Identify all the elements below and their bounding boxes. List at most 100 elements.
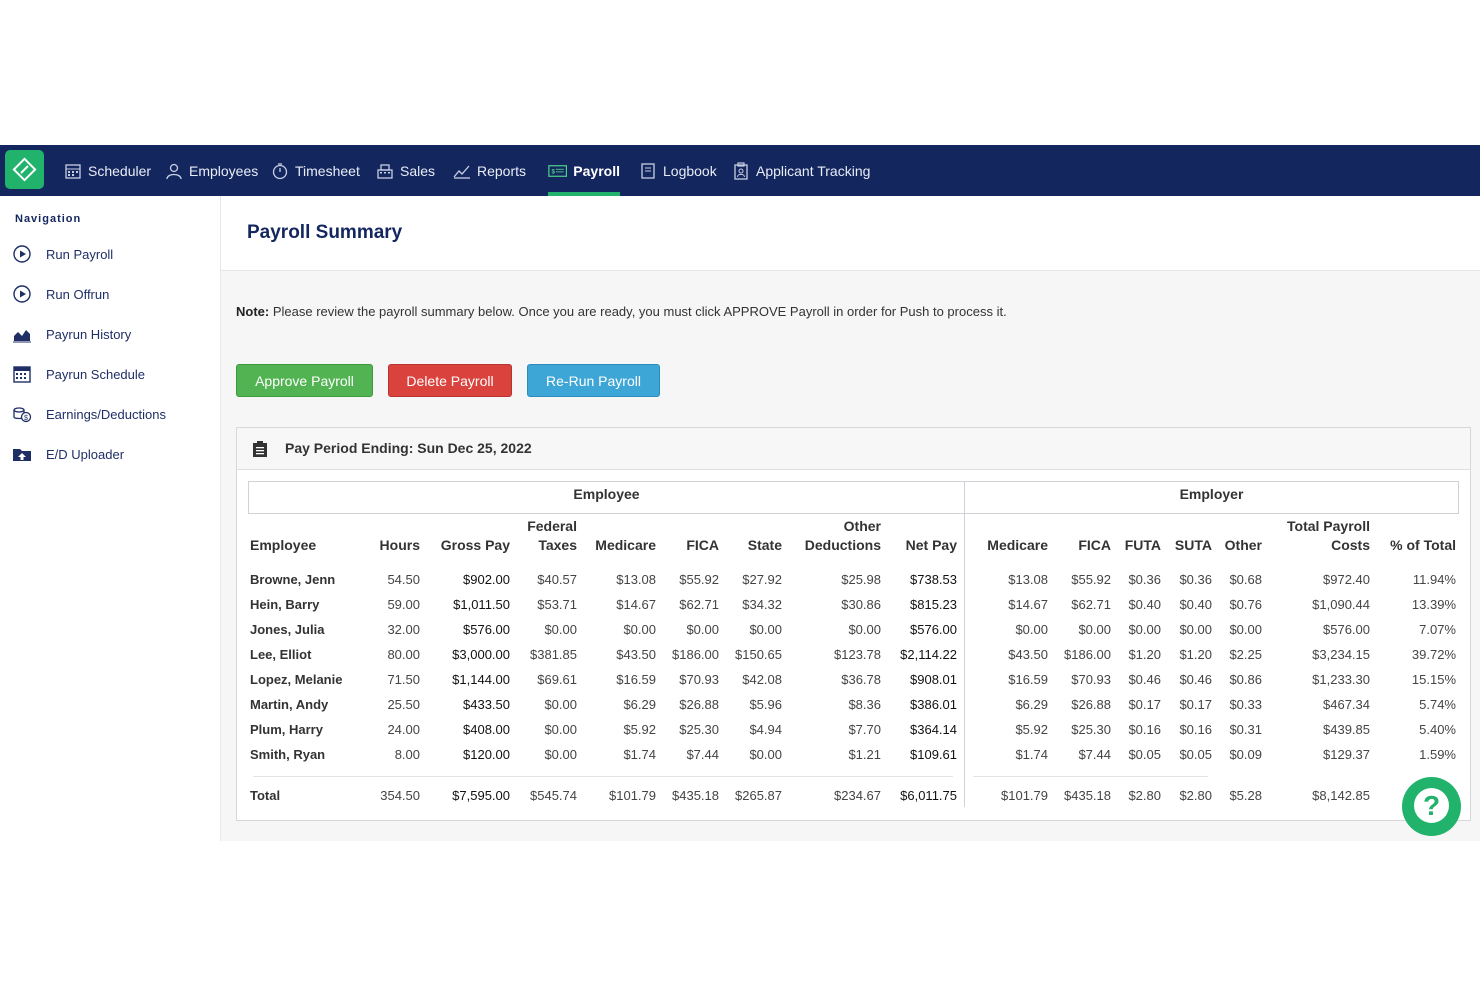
cell-er-medicare: $0.00 [1015,622,1048,637]
cell-gross: $433.50 [463,697,510,712]
cell-er-medicare: $101.79 [1001,788,1048,803]
cell-fica: $55.92 [679,572,719,587]
nav-sales[interactable]: Sales [376,145,435,196]
nav-employees[interactable]: Employees [165,145,258,196]
person-icon [166,163,182,179]
cell-tpc: $8,142.85 [1312,788,1370,803]
nav-scheduler[interactable]: Scheduler [64,145,151,196]
cell-fed: $545.74 [530,788,577,803]
cell-hours: 71.50 [387,672,420,687]
delete-payroll-button[interactable]: Delete Payroll [388,364,512,397]
cell-other: $1.21 [848,747,881,762]
cell-state: $0.00 [749,622,782,637]
cell-fica: $435.18 [672,788,719,803]
cell-tpc: $972.40 [1323,572,1370,587]
nav-payroll[interactable]: $ Payroll [548,145,620,196]
cell-name: Smith, Ryan [250,747,326,762]
nav-scheduler-label: Scheduler [88,162,152,179]
cell-er-medicare: $16.59 [1008,672,1048,687]
nav-reports[interactable]: Reports [453,145,526,196]
cell-fed: $69.61 [537,672,577,687]
svg-text:$: $ [552,168,556,175]
column-header-pct: % of Total [1390,537,1456,553]
cell-gross: $1,144.00 [452,672,510,687]
column-header-er-medicare: Medicare [987,537,1048,553]
cell-pct: 5.40% [1419,722,1456,737]
column-header-hours: Hours [379,537,420,553]
column-header-gross: Gross Pay [440,537,510,553]
sidebar-item-label: Earnings/Deductions [46,406,166,422]
column-header-line: Other [843,518,881,534]
cell-er-fica: $7.44 [1078,747,1111,762]
clipboard-icon [734,161,748,180]
main-content: Payroll Summary Note: Please review the … [221,196,1480,841]
cell-fed: $381.85 [530,647,577,662]
column-header-line: Total Payroll [1287,518,1370,534]
stopwatch-icon [272,162,288,179]
cell-name: Browne, Jenn [250,572,336,587]
cell-er-fica: $186.00 [1064,647,1111,662]
cell-er-medicare: $5.92 [1015,722,1048,737]
sidebar-item-ed-uploader[interactable]: E/D Uploader [12,444,124,464]
cell-state: $265.87 [735,788,782,803]
cell-net: $908.01 [910,672,957,687]
cell-net: $576.00 [910,622,957,637]
cell-medicare: $43.50 [616,647,656,662]
cell-er-medicare: $6.29 [1015,697,1048,712]
book-icon [641,162,655,179]
column-header-line: Costs [1331,537,1370,553]
cell-tpc: $1,233.30 [1312,672,1370,687]
app-logo[interactable] [5,150,44,189]
cell-er-fica: $0.00 [1078,622,1111,637]
sidebar-item-label: Run Payroll [46,246,114,262]
sidebar-item-run-payroll[interactable]: Run Payroll [12,244,113,264]
sidebar-item-payrun-schedule[interactable]: Payrun Schedule [12,364,145,384]
cell-er-other: $0.09 [1229,747,1262,762]
cell-name: Total [250,788,281,803]
cell-er-fica: $435.18 [1064,788,1111,803]
sidebar-item-payrun-history[interactable]: Payrun History [12,324,131,344]
column-header-net: Net Pay [905,537,957,553]
cell-er-fica: $26.88 [1071,697,1111,712]
cell-medicare: $0.00 [623,622,656,637]
cell-er-other: $2.25 [1229,647,1262,662]
cell-state: $27.92 [742,572,782,587]
approve-payroll-button[interactable]: Approve Payroll [236,364,373,397]
cell-suta: $0.05 [1179,747,1212,762]
note-text: Please review the payroll summary below.… [269,304,1007,319]
nav-timesheet[interactable]: Timesheet [271,145,360,196]
cell-fica: $0.00 [686,622,719,637]
column-header-line: Deductions [804,537,881,553]
group-divider [964,481,965,807]
cell-state: $34.32 [742,597,782,612]
cell-er-medicare: $13.08 [1008,572,1048,587]
column-header-er-fica: FICA [1078,537,1111,553]
cell-net: $364.14 [910,722,957,737]
column-header-tpc: Total Payroll Costs [1287,517,1370,555]
cell-pct: 7.07% [1419,622,1456,637]
cell-name: Hein, Barry [250,597,320,612]
cell-other: $8.36 [848,697,881,712]
sidebar-item-label: E/D Uploader [46,446,125,462]
sidebar-item-earnings-deductions[interactable]: $ Earnings/Deductions [12,404,166,424]
nav-logbook[interactable]: Logbook [639,145,717,196]
nav-applicant-tracking[interactable]: Applicant Tracking [732,145,870,196]
cell-fed: $0.00 [544,697,577,712]
help-button[interactable]: ? [1402,777,1461,836]
cell-er-other: $0.00 [1229,622,1262,637]
cell-hours: 25.50 [387,697,420,712]
cell-net: $109.61 [910,747,957,762]
clipboard-list-icon [253,441,267,457]
cell-er-medicare: $1.74 [1015,747,1048,762]
sidebar-item-run-offrun[interactable]: Run Offrun [12,284,109,304]
svg-text:$: $ [24,415,28,422]
column-header-name: Employee [250,537,317,553]
column-header-state: State [747,537,782,553]
review-note: Note: Please review the payroll summary … [236,304,1007,319]
cell-pct: 15.15% [1411,672,1456,687]
page-header: Payroll Summary [221,196,1480,271]
column-header-fica: FICA [686,537,719,553]
cell-hours: 8.00 [394,747,420,762]
cell-net: $2,114.22 [900,647,957,662]
rerun-payroll-button[interactable]: Re-Run Payroll [527,364,660,397]
